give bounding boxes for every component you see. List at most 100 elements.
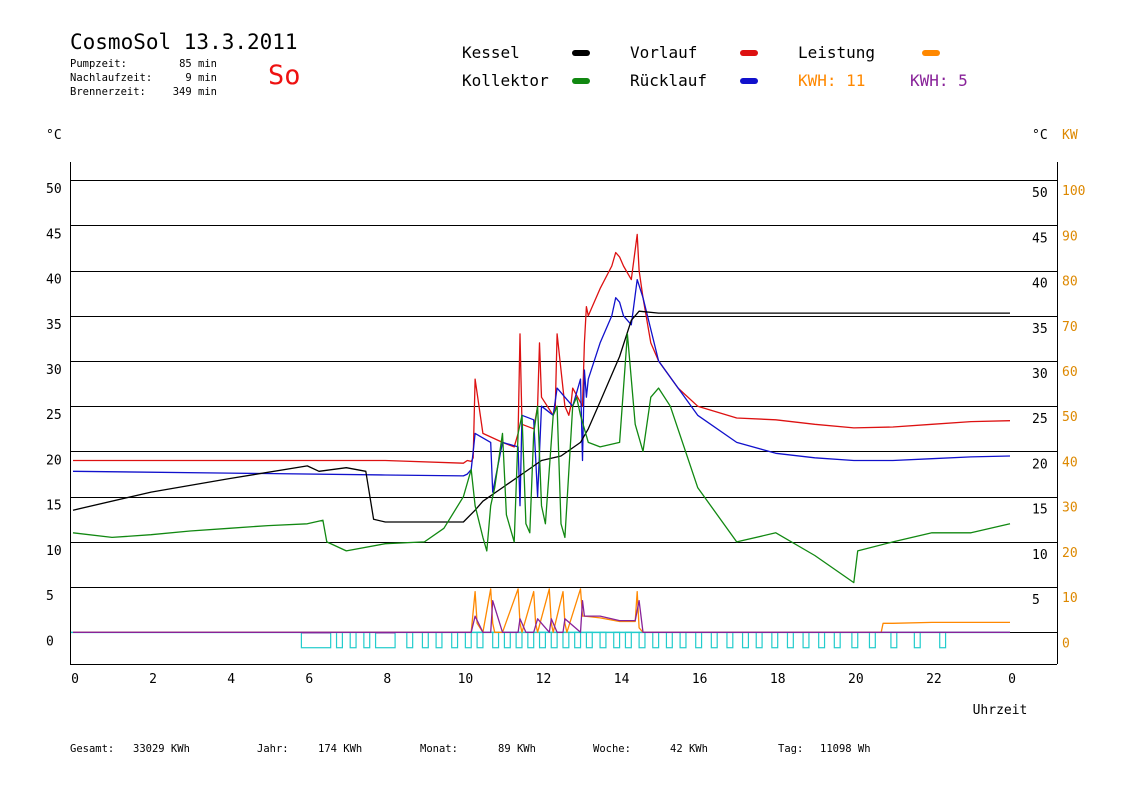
tick-labels: 0510152025303540455051015202530354045500… — [46, 128, 1085, 718]
y-right-tick-label: 40 — [1032, 277, 1048, 292]
series-line-kwh-5 — [73, 600, 1010, 633]
footer-tag-label: Tag: — [778, 743, 804, 755]
pump-block — [300, 631, 332, 649]
series-line-kollektor — [72, 333, 1011, 584]
pump-block — [818, 631, 826, 649]
pump-block — [363, 631, 371, 649]
pump-block — [464, 631, 472, 649]
y-right-tick-label: 30 — [1032, 367, 1048, 382]
pump-block — [624, 631, 632, 649]
x-tick-label: 0 — [71, 672, 79, 687]
pump-block — [527, 631, 535, 649]
pump-block — [599, 631, 607, 649]
x-tick-label: 18 — [770, 672, 786, 687]
pump-block — [585, 631, 593, 649]
footer-gesamt-value: 33029 KWh — [133, 743, 190, 755]
y-right2-tick-label: 40 — [1062, 455, 1078, 470]
pump-block — [726, 631, 734, 649]
pump-block — [613, 631, 621, 649]
y-right2-tick-label: 70 — [1062, 320, 1078, 335]
y-right-tick-label: 50 — [1032, 186, 1048, 201]
pump-block — [492, 631, 500, 649]
x-tick-label: 14 — [614, 672, 630, 687]
pump-block — [374, 631, 396, 649]
y-left-tick-label: 35 — [46, 318, 62, 333]
y-right-tick-label: 5 — [1032, 593, 1040, 608]
pump-block — [679, 631, 687, 649]
pump-block — [562, 631, 570, 649]
pump-block — [851, 631, 859, 649]
stat-pumpzeit-label: Pumpzeit: — [70, 58, 127, 70]
pump-block — [652, 631, 660, 649]
legend-vorlauf-swatch — [740, 50, 758, 56]
footer-woche-label: Woche: — [593, 743, 631, 755]
y-right2-tick-label: 10 — [1062, 591, 1078, 606]
pump-block — [406, 631, 414, 649]
legend-leistung: Leistung — [798, 43, 876, 62]
grid-lines — [70, 180, 1057, 633]
footer-jahr-value: 174 KWh — [318, 743, 363, 755]
series-line-kessel — [72, 310, 1010, 523]
pump-block — [755, 631, 763, 649]
y-right2-tick-label: 80 — [1062, 275, 1078, 290]
pump-block — [771, 631, 779, 649]
y-right-tick-label: 15 — [1032, 503, 1048, 518]
x-tick-label: 0 — [1008, 672, 1016, 687]
y-left-tick-label: 15 — [46, 499, 62, 514]
y-right2-axis-label: KW — [1062, 128, 1078, 143]
x-tick-label: 22 — [926, 672, 942, 687]
pump-block — [695, 631, 703, 649]
axes — [70, 162, 1058, 665]
pump-block — [574, 631, 582, 649]
x-tick-label: 12 — [536, 672, 552, 687]
x-tick-label: 6 — [305, 672, 313, 687]
series-line-r-cklauf — [72, 278, 1011, 507]
x-tick-label: 20 — [848, 672, 864, 687]
pump-block — [741, 631, 750, 649]
stat-nachlaufzeit-value: 9 min — [185, 72, 217, 84]
data-series — [72, 233, 1011, 633]
pump-block — [638, 631, 646, 649]
series-line-vorlauf — [73, 233, 1011, 464]
footer-tag-value: 11098 Wh — [820, 743, 871, 755]
legend-kessel-swatch — [572, 50, 590, 56]
y-right2-tick-label: 90 — [1062, 229, 1078, 244]
legend-kwh-purple: KWH: 5 — [910, 71, 968, 90]
y-left-tick-label: 20 — [46, 453, 62, 468]
pump-block — [890, 631, 898, 649]
y-left-tick-label: 5 — [46, 589, 54, 604]
pump-block — [538, 631, 547, 649]
stat-brennerzeit-value: 349 min — [172, 86, 217, 98]
pump-block — [421, 631, 429, 649]
y-right-tick-label: 35 — [1032, 322, 1048, 337]
pump-block — [833, 631, 841, 649]
y-right-axis-label: °C — [1032, 128, 1048, 143]
legend-kessel: Kessel — [462, 43, 520, 62]
pump-block — [503, 631, 511, 649]
pump-block — [550, 631, 558, 649]
pump-block — [435, 631, 443, 649]
x-axis-label: Uhrzeit — [973, 703, 1028, 718]
y-left-tick-label: 30 — [46, 363, 62, 378]
legend-leistung-swatch — [922, 50, 940, 56]
pump-block — [868, 631, 876, 649]
legend-kollektor-swatch — [572, 78, 590, 84]
y-right-tick-label: 20 — [1032, 457, 1048, 472]
pump-block — [939, 631, 947, 649]
footer-monat-value: 89 KWh — [498, 743, 536, 755]
y-right-tick-label: 45 — [1032, 231, 1048, 246]
pump-block — [515, 631, 523, 649]
footer-monat-label: Monat: — [420, 743, 458, 755]
y-right2-tick-label: 0 — [1062, 636, 1070, 651]
pump-block — [349, 631, 357, 649]
pump-block — [476, 631, 484, 649]
y-right2-tick-label: 20 — [1062, 546, 1078, 561]
legend-kollektor: Kollektor — [462, 71, 549, 90]
pump-activity-blocks — [70, 631, 1010, 649]
x-tick-label: 10 — [458, 672, 474, 687]
x-tick-label: 8 — [383, 672, 391, 687]
stat-brennerzeit-label: Brennerzeit: — [70, 86, 146, 98]
pump-block — [451, 631, 459, 649]
y-right-tick-label: 25 — [1032, 412, 1048, 427]
